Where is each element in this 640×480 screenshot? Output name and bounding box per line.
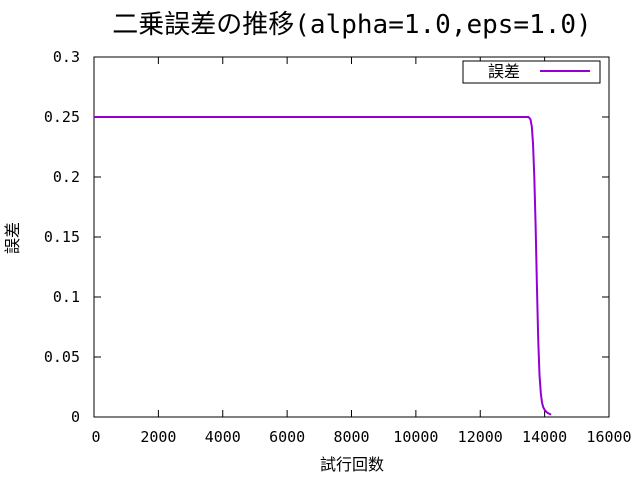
legend: 誤差 <box>462 60 601 84</box>
x-tick-label: 10000 <box>393 428 438 446</box>
x-axis-label: 試行回数 <box>320 455 384 474</box>
legend-box <box>462 60 601 84</box>
series-line-error <box>94 116 552 416</box>
y-tick-label: 0.2 <box>53 168 80 186</box>
y-axis-ticks: 0 0.05 0.1 0.15 0.2 0.25 0.3 <box>44 48 609 426</box>
y-tick-label: 0.25 <box>44 108 80 126</box>
y-tick-label: 0.15 <box>44 228 80 246</box>
y-axis-label: 誤差 <box>3 222 22 254</box>
x-tick-label: 6000 <box>269 428 305 446</box>
y-tick-label: 0.3 <box>53 48 80 66</box>
legend-label: 誤差 <box>488 62 520 81</box>
x-tick-label: 0 <box>91 428 100 446</box>
x-tick-label: 12000 <box>458 428 503 446</box>
x-axis-ticks: 0 2000 4000 6000 8000 10000 12000 14000 16000 <box>91 57 632 446</box>
x-tick-label: 2000 <box>140 428 176 446</box>
x-tick-label: 14000 <box>522 428 567 446</box>
x-tick-label: 4000 <box>205 428 241 446</box>
x-tick-label: 8000 <box>333 428 369 446</box>
chart-title: 二乗誤差の推移(alpha=1.0,eps=1.0) <box>112 10 591 40</box>
y-tick-label: 0 <box>71 408 80 426</box>
x-tick-label: 16000 <box>586 428 631 446</box>
plot-frame <box>93 56 610 418</box>
y-tick-label: 0.05 <box>44 348 80 366</box>
y-tick-label: 0.1 <box>53 288 80 306</box>
